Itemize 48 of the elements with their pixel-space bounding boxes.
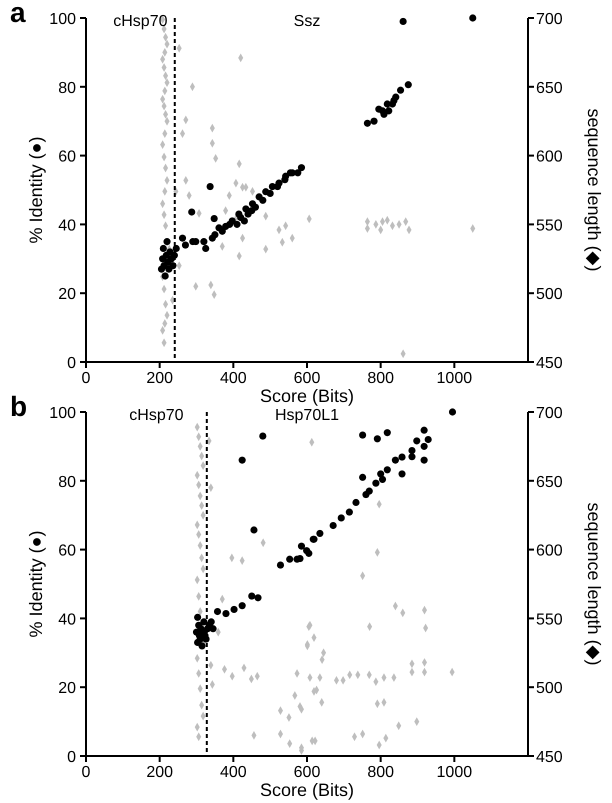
y-axis-title: % Identity (●) [26, 530, 46, 638]
y-tick-label: 40 [58, 217, 76, 234]
x-tick-label: 800 [367, 764, 394, 781]
annotation: Ssz [294, 13, 320, 30]
y-tick-label: 20 [58, 286, 76, 304]
x-tick-label: 1000 [436, 764, 472, 781]
y2-tick-label: 450 [536, 749, 563, 766]
annotation: cHsp70 [129, 407, 184, 424]
y-tick-label: 0 [67, 749, 76, 766]
y2-axis-title: sequence length (◆) [584, 108, 604, 272]
y-tick-label: 60 [58, 542, 76, 560]
y2-tick-label: 550 [536, 611, 563, 628]
y2-tick-label: 600 [536, 148, 563, 166]
y-tick-label: 80 [58, 80, 76, 97]
x-axis-title: Score (Bits) [260, 386, 354, 406]
x-tick-label: 600 [294, 370, 320, 387]
y2-tick-label: 700 [536, 405, 563, 422]
x-tick-label: 600 [294, 764, 320, 781]
y2-tick-label: 500 [536, 286, 563, 304]
y2-tick-label: 650 [536, 80, 563, 97]
y-tick-label: 80 [58, 474, 76, 491]
y2-tick-label: 700 [536, 11, 563, 28]
x-tick-label: 0 [82, 764, 91, 781]
y-tick-label: 0 [67, 355, 76, 372]
y-tick-label: 100 [49, 11, 76, 28]
annotation: cHsp70 [113, 13, 168, 30]
y-tick-label: 40 [58, 611, 76, 628]
y2-tick-label: 600 [536, 542, 563, 560]
y-axis-title: % Identity (●) [26, 136, 46, 244]
x-tick-label: 1000 [436, 370, 472, 387]
chart-title: a [10, 0, 26, 28]
y2-tick-label: 650 [536, 474, 563, 491]
x-tick-label: 200 [146, 370, 174, 387]
y-tick-label: 20 [58, 680, 76, 698]
y2-tick-label: 450 [536, 355, 563, 372]
y-tick-label: 60 [58, 148, 76, 166]
x-tick-label: 400 [220, 370, 247, 387]
chart-title: b [10, 391, 28, 422]
y2-axis-title: sequence length (◆) [584, 502, 604, 666]
x-tick-label: 0 [82, 370, 91, 387]
annotation: Hsp70L1 [274, 407, 340, 424]
x-tick-label: 200 [146, 764, 174, 781]
x-axis-title: Score (Bits) [260, 780, 354, 800]
x-tick-label: 400 [220, 764, 247, 781]
y2-tick-label: 550 [536, 217, 563, 234]
x-tick-label: 800 [367, 370, 394, 387]
y2-tick-label: 500 [536, 680, 563, 698]
y-tick-label: 100 [49, 405, 76, 422]
